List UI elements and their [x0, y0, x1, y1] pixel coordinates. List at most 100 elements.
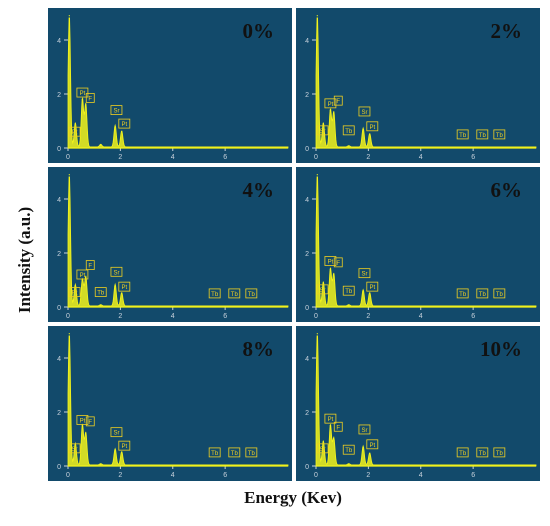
element-tag-box	[366, 439, 379, 450]
element-tag-box	[228, 288, 241, 299]
element-tag-label: Tb	[459, 292, 467, 298]
panel-background	[48, 167, 292, 322]
y-tick-label: 4	[305, 197, 309, 204]
element-tag-label: Pt	[369, 443, 375, 449]
y-tick-label: 2	[305, 92, 309, 99]
spectrum-panel-2: 0 2 4 0 2 4 6 Pt Pt F Tb Sr Pt Tb Tb Tb 4%	[48, 167, 292, 322]
element-tag-label: Tb	[496, 292, 504, 298]
panel-background	[296, 326, 540, 481]
x-tick-label: 2	[118, 154, 122, 161]
panel-background	[48, 326, 292, 481]
element-tag-box	[110, 105, 123, 115]
element-tag-box	[68, 126, 81, 137]
element-tag-box	[228, 447, 241, 458]
spectrum-panel-1: 0 2 4 0 2 4 6 Sr Pt F Tb Sr Pt Tb Tb Tb 2%	[296, 8, 540, 163]
panel-background	[296, 8, 540, 163]
x-tick-label: 6	[471, 472, 475, 479]
peak-point	[369, 453, 371, 455]
element-tag-box	[493, 447, 506, 458]
x-tick-label: 0	[66, 472, 70, 479]
peak-point	[121, 451, 123, 454]
element-tag-label: F	[336, 99, 340, 105]
y-tick-label: 0	[57, 464, 61, 471]
element-tag-box	[110, 427, 123, 438]
element-tag-label: Tb	[211, 292, 219, 298]
x-tick-label: 0	[66, 313, 70, 320]
y-axis-label-text: Intensity (a.u.)	[15, 206, 34, 314]
element-tag-box	[493, 288, 506, 299]
x-tick-label: 6	[223, 313, 227, 320]
peak-point	[81, 98, 84, 100]
y-tick-label: 4	[305, 356, 309, 363]
peak-point	[362, 128, 364, 130]
element-tag-label: Pt	[80, 273, 86, 279]
element-tag-box	[476, 447, 489, 458]
x-tick-label: 2	[118, 313, 122, 320]
y-axis-label: Intensity (a.u.)	[10, 175, 40, 345]
x-tick-label: 0	[66, 154, 70, 161]
element-tag-box	[208, 288, 221, 299]
element-tag-label: Sr	[320, 288, 326, 294]
element-tag-box	[493, 129, 506, 140]
spectrum-panel-0: 0 2 4 0 2 4 6 Pt Pt F Sr Pt 0%	[48, 8, 292, 163]
y-tick-label: 4	[57, 197, 61, 204]
element-tag-box	[245, 447, 258, 458]
element-tag-label: Pt	[328, 260, 334, 266]
peak-point	[333, 438, 335, 440]
peak-point	[369, 292, 371, 295]
element-tag-label: Tb	[459, 451, 467, 457]
panel-title: 6%	[491, 178, 523, 202]
element-tag-box	[333, 95, 343, 106]
peak-point	[68, 333, 70, 335]
y-tick-label: 4	[305, 38, 309, 45]
peak-point	[114, 284, 116, 286]
element-tag-box	[76, 87, 89, 98]
spectrum-panel-5: 0 2 4 0 2 4 6 Sr Pt F Tb Sr Pt Tb Tb Tb 10%	[296, 326, 540, 481]
peak-point	[121, 131, 123, 133]
element-tag-label: Tb	[97, 291, 105, 297]
element-tag-box	[324, 98, 337, 109]
x-tick-label: 0	[314, 313, 318, 320]
element-tag-box	[358, 268, 371, 279]
peak-point	[329, 109, 332, 111]
element-tag-box	[358, 106, 371, 117]
element-tag-label: Tb	[496, 451, 504, 457]
element-tag-box	[358, 424, 371, 435]
panel-title: 10%	[480, 337, 522, 361]
element-tag-box	[333, 421, 343, 432]
element-tag-label: Tb	[345, 289, 353, 295]
element-tag-label: F	[88, 264, 92, 270]
x-tick-label: 4	[419, 154, 423, 161]
y-tick-label: 0	[305, 146, 309, 153]
peak-point	[100, 464, 102, 466]
peak-point	[74, 284, 76, 286]
element-tag-box	[85, 260, 95, 270]
element-tag-box	[118, 118, 131, 129]
element-tag-box	[476, 129, 489, 140]
element-tag-box	[366, 121, 379, 132]
peak-point	[316, 333, 318, 335]
y-tick-label: 0	[305, 305, 309, 312]
peak-point	[316, 174, 318, 176]
spectrum-line	[67, 17, 289, 149]
element-tag-label: Pt	[121, 285, 127, 291]
y-tick-label: 0	[57, 305, 61, 312]
element-tag-box	[342, 444, 355, 455]
element-tag-label: F	[88, 96, 92, 102]
spectrum-line	[315, 17, 537, 149]
element-tag-label: Sr	[113, 270, 119, 276]
peak-point	[333, 112, 335, 114]
element-tag-box	[85, 416, 95, 427]
element-tag-label: Tb	[231, 292, 239, 298]
x-tick-label: 2	[118, 472, 122, 479]
peak-point	[68, 174, 70, 176]
element-tag-label: Pt	[369, 285, 375, 291]
peak-point	[362, 290, 364, 292]
element-tag-label: Tb	[211, 451, 219, 457]
element-tag-label: Tb	[248, 451, 256, 457]
element-tag-label: F	[88, 420, 92, 426]
element-tag-label: Sr	[361, 428, 367, 434]
element-tag-label: Pt	[80, 419, 86, 425]
x-tick-label: 6	[223, 472, 227, 479]
